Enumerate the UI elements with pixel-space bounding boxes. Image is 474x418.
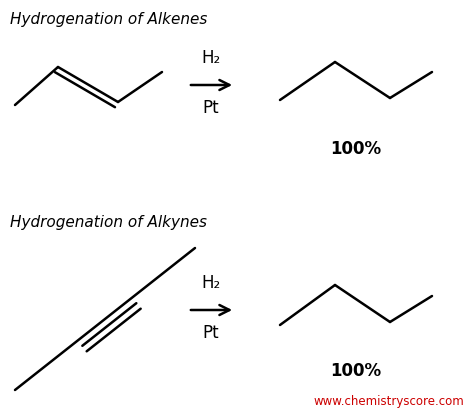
Text: 100%: 100% — [330, 140, 382, 158]
Text: H₂: H₂ — [201, 274, 220, 292]
Text: Pt: Pt — [203, 99, 219, 117]
Text: www.chemistryscore.com: www.chemistryscore.com — [313, 395, 464, 408]
Text: Hydrogenation of Alkenes: Hydrogenation of Alkenes — [10, 12, 207, 27]
Text: H₂: H₂ — [201, 49, 220, 67]
Text: 100%: 100% — [330, 362, 382, 380]
Text: Hydrogenation of Alkynes: Hydrogenation of Alkynes — [10, 215, 207, 230]
Text: Pt: Pt — [203, 324, 219, 342]
